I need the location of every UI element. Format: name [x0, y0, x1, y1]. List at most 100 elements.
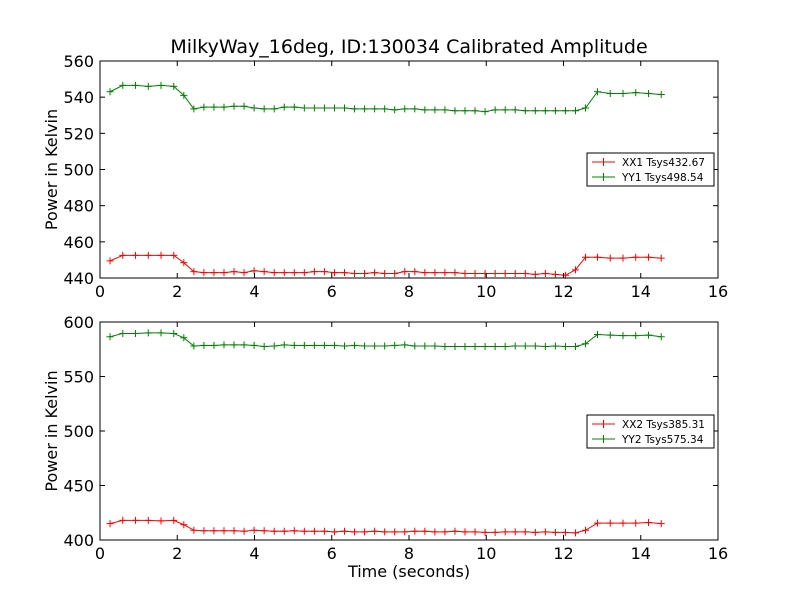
x-tick-label: 10: [476, 544, 496, 563]
data-point: [421, 527, 429, 535]
x-axis-label: Time (seconds): [347, 562, 470, 581]
data-point: [119, 329, 127, 337]
data-point: [593, 253, 601, 261]
x-tick-label: 6: [327, 282, 337, 301]
data-point: [461, 269, 469, 277]
data-point: [411, 527, 419, 535]
data-point: [401, 341, 409, 349]
data-point: [551, 107, 559, 115]
data-point: [521, 107, 529, 115]
data-point: [157, 329, 165, 337]
data-point: [230, 268, 238, 276]
data-point: [582, 253, 590, 261]
data-point: [190, 105, 198, 113]
data-point: [411, 105, 419, 113]
data-point: [571, 266, 579, 274]
data-point: [561, 343, 569, 351]
data-point: [361, 269, 369, 277]
data-point: [451, 107, 459, 115]
data-point: [391, 341, 399, 349]
series-2: [106, 81, 665, 116]
data-point: [240, 269, 248, 277]
data-point: [300, 269, 308, 277]
data-point: [119, 81, 127, 89]
data-point: [270, 105, 278, 113]
series-1: [106, 251, 665, 279]
data-point: [144, 329, 152, 337]
data-point: [511, 106, 519, 114]
data-point: [320, 268, 328, 276]
legend-entry-label: XX2 Tsys385.31: [622, 419, 705, 431]
data-point: [270, 269, 278, 277]
x-tick-label: 8: [404, 282, 414, 301]
data-point: [411, 268, 419, 276]
data-point: [361, 528, 369, 536]
y-tick-label: 600: [63, 313, 94, 332]
data-point: [270, 342, 278, 350]
data-point: [561, 528, 569, 536]
data-point: [531, 528, 539, 536]
data-point: [421, 269, 429, 277]
x-tick-label: 4: [249, 282, 259, 301]
data-point: [381, 342, 389, 350]
data-point: [644, 90, 652, 98]
data-point: [481, 108, 489, 116]
series-line: [109, 332, 662, 348]
series-line: [109, 84, 662, 113]
data-point: [541, 528, 549, 536]
data-point: [521, 528, 529, 536]
y-tick-label: 460: [63, 233, 94, 252]
data-point: [381, 105, 389, 113]
data-point: [431, 269, 439, 277]
data-point: [431, 342, 439, 350]
data-point: [644, 331, 652, 339]
series-line: [109, 254, 662, 276]
data-point: [606, 90, 614, 98]
data-point: [260, 105, 268, 113]
x-tick-label: 14: [631, 282, 651, 301]
legend-entry-label: XX1 Tsys432.67: [622, 157, 705, 169]
x-tick-label: 6: [327, 544, 337, 563]
data-point: [250, 341, 258, 349]
data-point: [200, 341, 208, 349]
y-tick-label: 440: [63, 269, 94, 288]
data-point: [250, 526, 258, 534]
data-point: [411, 342, 419, 350]
data-point: [491, 269, 499, 277]
data-point: [541, 343, 549, 351]
data-point: [170, 516, 178, 524]
data-point: [220, 103, 228, 111]
data-point: [632, 332, 640, 340]
data-point: [431, 528, 439, 536]
data-point: [471, 269, 479, 277]
data-point: [606, 519, 614, 527]
y-tick-label: 540: [63, 88, 94, 107]
y-tick-label: 560: [63, 52, 94, 71]
data-point: [190, 342, 198, 350]
data-point: [551, 342, 559, 350]
data-point: [340, 527, 348, 535]
data-point: [491, 106, 499, 114]
data-point: [106, 333, 114, 341]
legend: XX2 Tsys385.31 YY2 Tsys575.34: [586, 414, 715, 449]
data-point: [280, 527, 288, 535]
data-point: [561, 107, 569, 115]
data-point: [401, 105, 409, 113]
legend-swatch-marker: [599, 435, 608, 443]
data-point: [144, 251, 152, 259]
data-point: [381, 528, 389, 536]
data-point: [551, 270, 559, 278]
data-point: [461, 107, 469, 115]
data-point: [230, 102, 238, 110]
data-point: [320, 104, 328, 112]
data-point: [501, 343, 509, 351]
legend: XX1 Tsys432.67 YY1 Tsys498.54: [586, 152, 715, 187]
data-point: [491, 528, 499, 536]
chart-panel-2: 0 2 4 6 8 10 12 14 16 400 450 500 550 600 Power in Kel…: [42, 313, 728, 581]
data-point: [320, 341, 328, 349]
data-point: [351, 105, 359, 113]
legend-box: [586, 152, 715, 187]
y-tick-label: 480: [63, 197, 94, 216]
data-point: [501, 528, 509, 536]
